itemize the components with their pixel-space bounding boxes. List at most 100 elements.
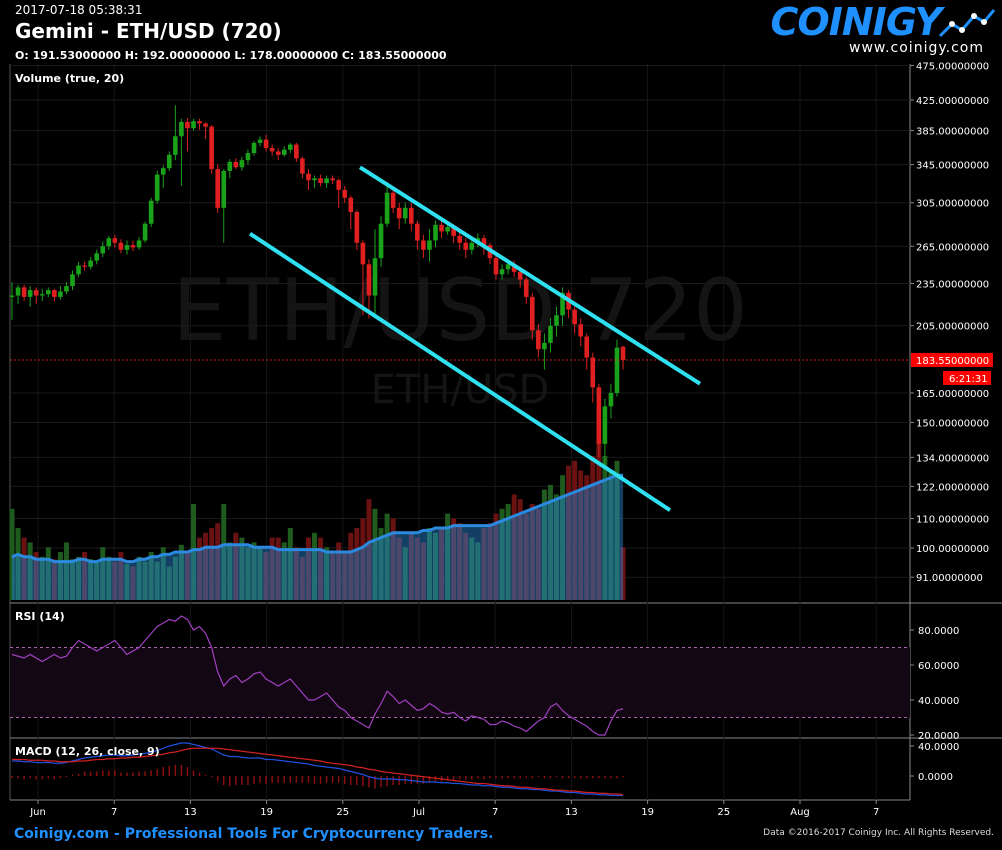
candle-body: [306, 173, 311, 181]
volume-bar: [245, 547, 251, 600]
candle-body: [215, 169, 220, 208]
volume-bar: [590, 456, 596, 600]
candle-body: [46, 290, 51, 295]
candle-body: [288, 144, 293, 150]
candle-body: [469, 242, 475, 250]
last-price-box: [911, 352, 993, 367]
volume-bar: [39, 556, 45, 600]
candle-body: [239, 160, 245, 168]
volume-bar: [529, 504, 535, 600]
volume-bar: [124, 564, 130, 600]
volume-ma-line: [11, 473, 624, 564]
volume-bar: [324, 547, 330, 600]
volume-bar: [166, 566, 172, 600]
volume-bar: [475, 542, 481, 600]
candle-body: [560, 292, 565, 316]
rsi-tick-label: 60.0000: [918, 661, 959, 672]
candle-body: [70, 274, 75, 287]
logo-wordmark: COINIGY: [770, 0, 942, 44]
candle-body: [402, 207, 408, 219]
candle-body: [191, 121, 196, 129]
volume-bar: [348, 532, 354, 600]
candle-body: [493, 258, 499, 275]
x-tick-label: 7: [873, 807, 879, 818]
candle-body: [88, 260, 93, 267]
volume-bar: [384, 513, 390, 600]
candle-body: [360, 242, 366, 265]
y-tick-label: 100.00000000: [916, 544, 989, 555]
candle-body: [257, 139, 263, 143]
candle-body: [112, 238, 118, 243]
volume-bar: [554, 494, 559, 600]
candle-body: [415, 223, 420, 241]
volume-bar: [620, 547, 626, 600]
candle-body: [15, 287, 21, 296]
y-tick-label: 475.00000000: [916, 62, 989, 73]
volume-bar: [100, 547, 106, 600]
candle-body: [439, 224, 444, 232]
volume-bar: [57, 552, 63, 600]
volume-bar: [614, 460, 620, 600]
volume-bar: [287, 528, 293, 600]
volume-bar: [293, 547, 299, 600]
candle-body: [160, 168, 166, 175]
candle-body: [82, 265, 87, 267]
candle-body: [269, 147, 275, 152]
chart-title: Gemini - ETH/USD (720): [15, 19, 282, 43]
volume-bar: [45, 547, 51, 600]
rsi-tick-label: 80.0000: [918, 626, 959, 637]
candle-body: [130, 245, 136, 248]
timestamp: 2017-07-18 05:38:31: [15, 3, 143, 17]
x-tick-label: Jun: [29, 807, 46, 818]
volume-bar: [402, 547, 408, 600]
x-tick-label: 7: [111, 807, 117, 818]
volume-bar: [70, 559, 75, 600]
candle-body: [396, 207, 402, 219]
volume-bar: [233, 532, 239, 600]
volume-bar: [118, 552, 124, 600]
candle-body: [378, 223, 384, 259]
candle-body: [554, 315, 559, 326]
candle-body: [499, 269, 505, 275]
volume-bar: [227, 542, 233, 600]
watermark-big: ETH/USD 720: [172, 261, 748, 361]
volume-bar: [251, 542, 257, 600]
volume-bar: [305, 537, 311, 600]
candle-body: [372, 258, 378, 296]
volume-bar: [420, 542, 426, 600]
y-tick-label: 425.00000000: [916, 96, 989, 107]
candle-body: [505, 264, 511, 270]
volume-bar: [396, 537, 402, 600]
candle-body: [203, 123, 208, 127]
candle-body: [106, 238, 112, 247]
coinigy-logo[interactable]: COINIGY www.coinigy.com: [771, 0, 996, 60]
volume-bar: [360, 518, 366, 600]
volume-bar: [172, 556, 178, 600]
candle-body: [536, 330, 541, 350]
y-tick-label: 265.00000000: [916, 242, 989, 253]
volume-bar: [112, 561, 118, 600]
volume-ma-area: [12, 475, 624, 600]
y-tick-label: 150.00000000: [916, 418, 989, 429]
candle-body: [445, 227, 450, 232]
candle-body: [433, 224, 438, 241]
candle-body: [52, 290, 57, 297]
volume-bar: [426, 528, 432, 600]
y-tick-label: 110.00000000: [916, 514, 989, 525]
candle-body: [530, 296, 535, 331]
candle-body: [197, 121, 202, 124]
candle-body: [457, 235, 462, 243]
volume-bar: [281, 542, 287, 600]
volume-bar: [439, 528, 445, 600]
volume-bar: [372, 508, 378, 600]
candle-body: [354, 211, 360, 243]
volume-bar: [584, 475, 590, 600]
candle-body: [427, 240, 432, 250]
rsi-line: [11, 615, 624, 736]
candle-body: [185, 121, 190, 129]
candle-body: [511, 264, 517, 272]
candle-body: [179, 121, 184, 137]
footer-tagline[interactable]: Coinigy.com - Professional Tools For Cry…: [14, 826, 494, 842]
candle-body: [294, 144, 299, 159]
